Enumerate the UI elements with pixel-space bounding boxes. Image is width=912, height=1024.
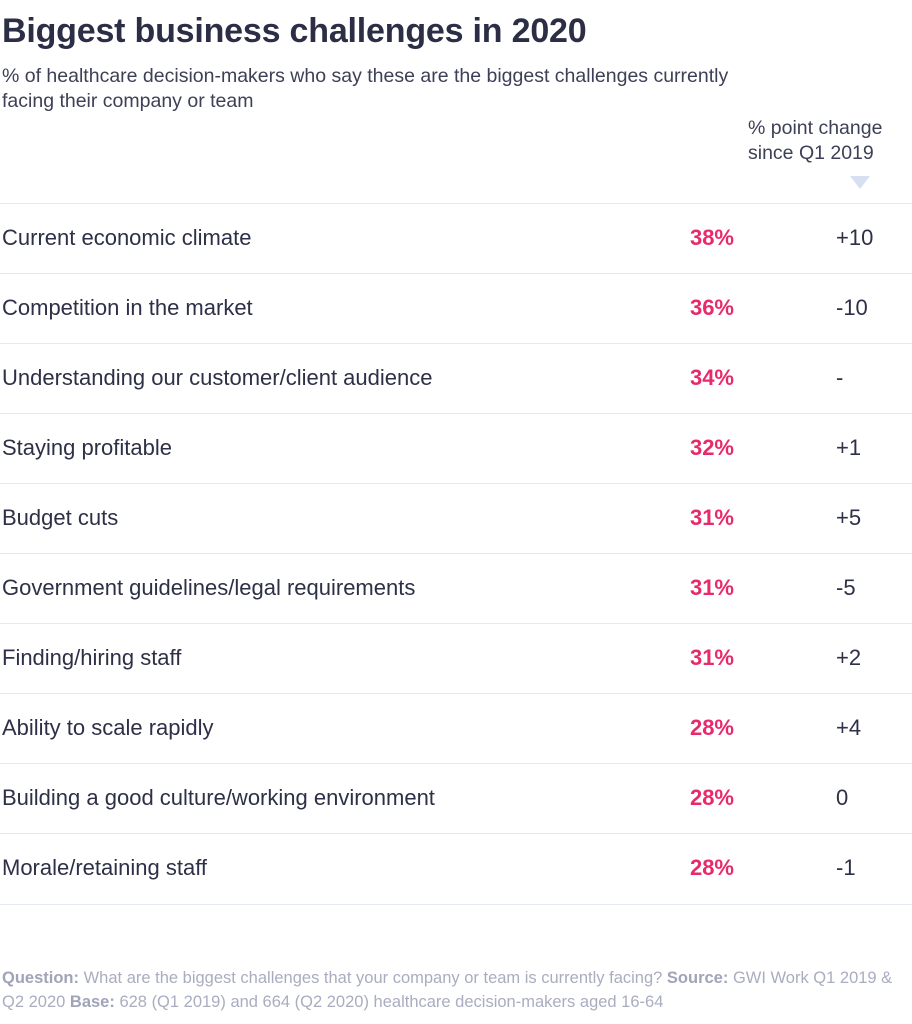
row-label: Finding/hiring staff — [2, 645, 182, 670]
question-label: Question: — [2, 969, 79, 987]
row-label: Budget cuts — [2, 505, 119, 530]
table-row: Staying profitable 32% +1 — [0, 413, 912, 483]
table-row: Building a good culture/working environm… — [0, 763, 912, 833]
table-row: Morale/retaining staff 28% -1 — [0, 833, 912, 905]
row-label: Competition in the market — [2, 295, 253, 320]
row-percentage: 32% — [689, 435, 734, 460]
table-row: Finding/hiring staff 31% +2 — [0, 623, 912, 693]
source-label: Source: — [666, 969, 729, 987]
table-row: Current economic climate 38% +10 — [0, 203, 912, 273]
row-label: Morale/retaining staff — [2, 855, 208, 880]
row-percentage: 31% — [689, 505, 734, 530]
row-change: +5 — [836, 505, 862, 530]
table-row: Understanding our customer/client audien… — [0, 343, 912, 413]
row-change: +1 — [836, 435, 862, 460]
row-change: +2 — [836, 645, 862, 670]
row-percentage: 28% — [689, 785, 734, 810]
row-percentage: 38% — [689, 225, 734, 250]
source-text: GWI Work Q1 2019 & Q2 2020 — [2, 969, 893, 1011]
row-percentage: 31% — [689, 645, 734, 670]
question-text: What are the biggest challenges that you… — [83, 969, 663, 987]
row-change: -1 — [836, 855, 856, 880]
row-label: Understanding our customer/client audien… — [2, 365, 433, 390]
challenges-table: Current economic climate 38% +10 Competitio… — [0, 203, 912, 905]
table-row: Ability to scale rapidly 28% +4 — [0, 693, 912, 763]
row-change: -10 — [836, 295, 868, 320]
base-text: 628 (Q1 2019) and 664 (Q2 2020) healthca… — [119, 993, 664, 1011]
row-percentage: 31% — [689, 575, 734, 600]
row-percentage: 36% — [689, 295, 734, 320]
table-row: Government guidelines/legal requirements… — [0, 553, 912, 623]
row-label: Government guidelines/legal requirements — [2, 575, 416, 600]
row-label: Staying profitable — [2, 435, 172, 460]
table-row: Budget cuts 31% +5 — [0, 483, 912, 553]
row-percentage: 28% — [689, 715, 734, 740]
base-label: Base: — [69, 993, 115, 1011]
row-change: - — [836, 365, 844, 390]
change-column-header: % point change since Q1 2019 — [748, 117, 883, 164]
row-percentage: 28% — [689, 855, 734, 880]
down-arrow-icon — [850, 176, 870, 189]
row-change: +10 — [836, 225, 874, 250]
row-label: Ability to scale rapidly — [2, 715, 214, 740]
chart-footer: Question: What are the biggest challenge… — [2, 966, 907, 1014]
table-row: Competition in the market 36% -10 — [0, 273, 912, 343]
row-change: +4 — [836, 715, 862, 740]
row-label: Current economic climate — [2, 225, 252, 250]
row-change: 0 — [836, 785, 849, 810]
chart-title: Biggest business challenges in 2020 — [2, 12, 587, 50]
row-percentage: 34% — [689, 365, 734, 390]
chart-subtitle: % of healthcare decision-makers who say … — [2, 65, 729, 112]
row-change: -5 — [836, 575, 856, 600]
row-label: Building a good culture/working environm… — [2, 785, 435, 810]
